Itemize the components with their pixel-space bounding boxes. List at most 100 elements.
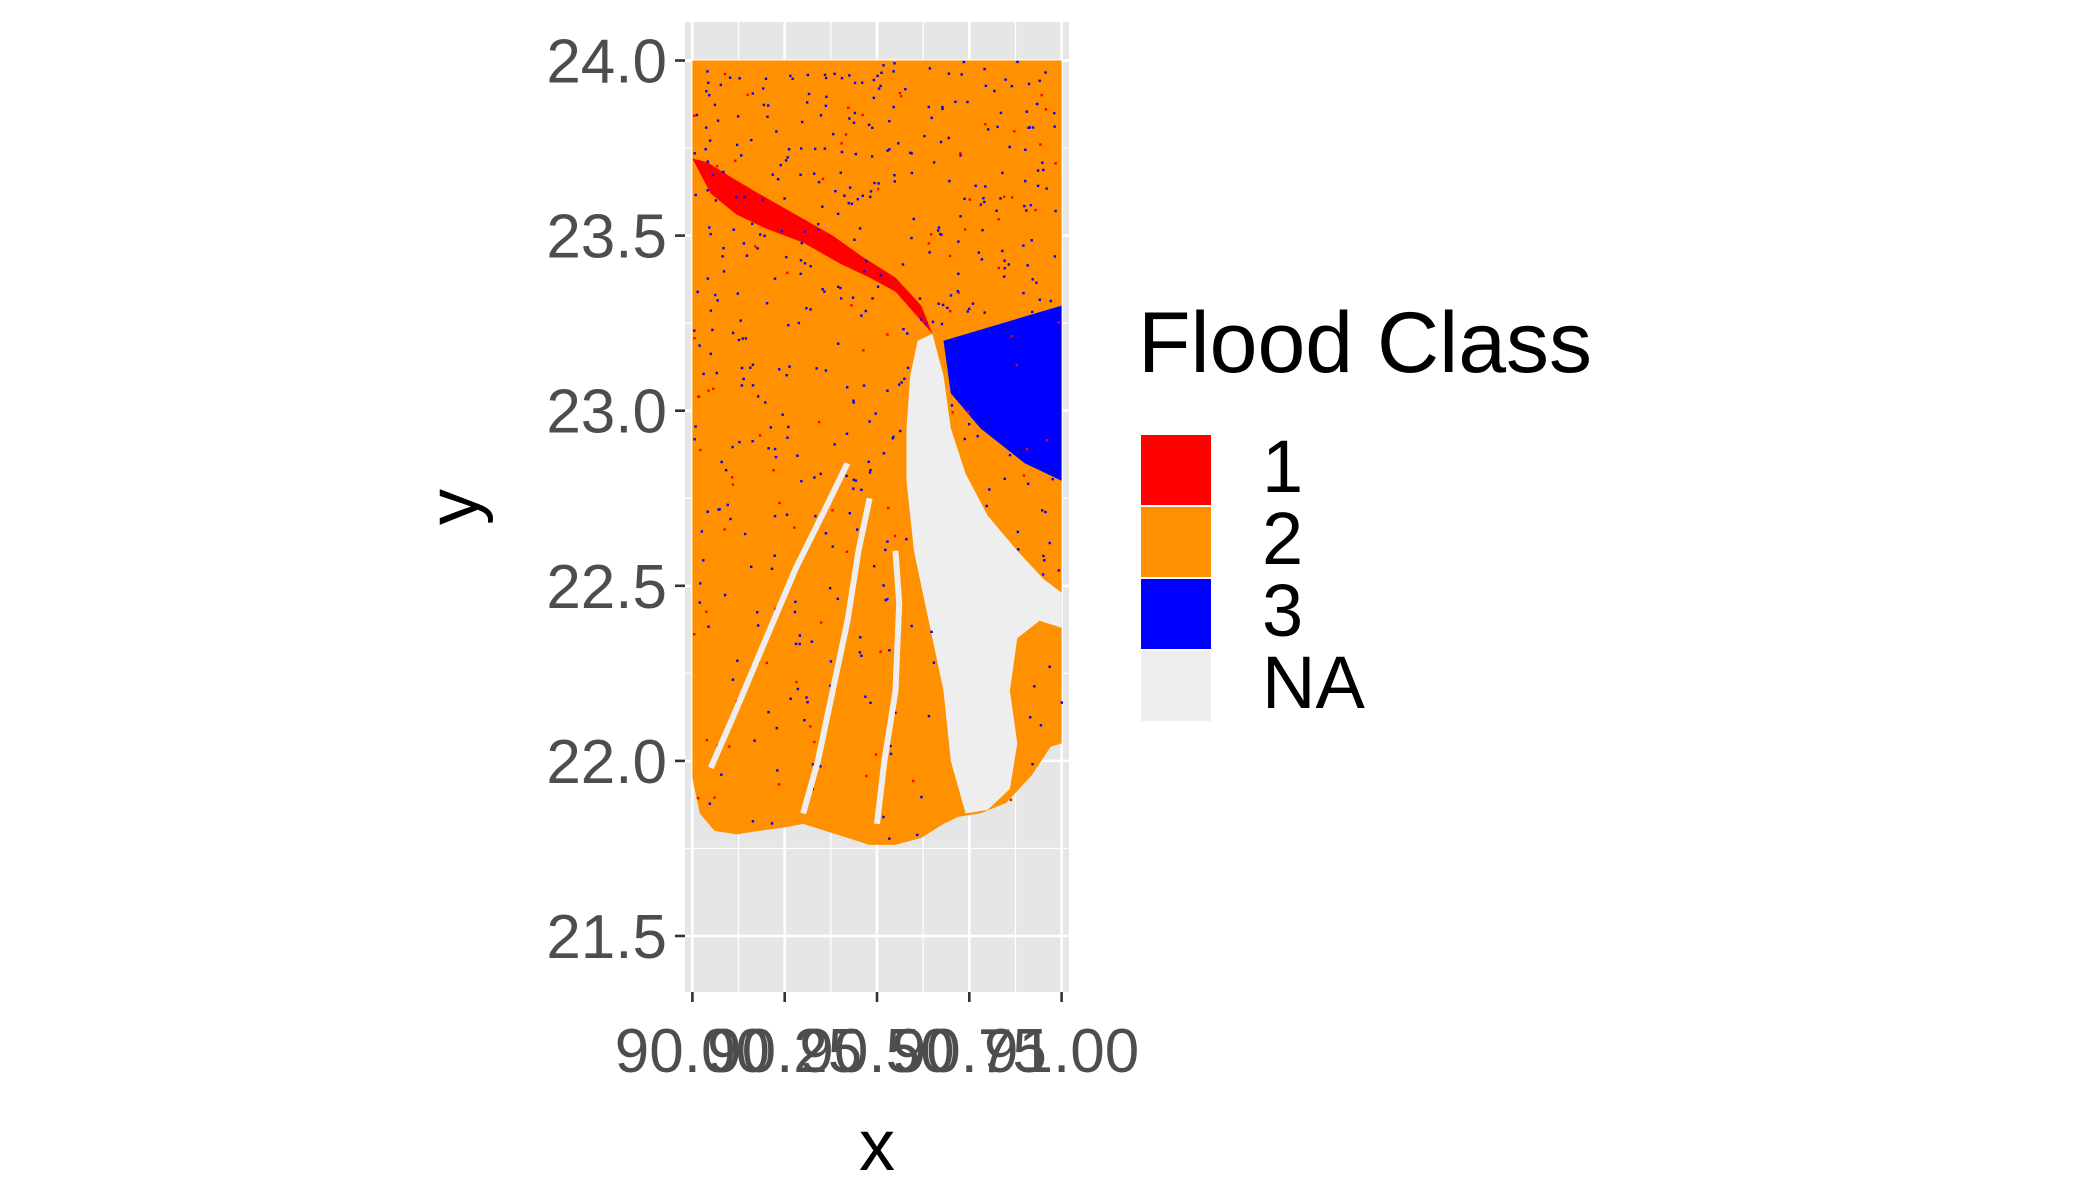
raster-cell [771, 822, 773, 824]
raster-cell [967, 411, 969, 413]
raster-cell [743, 242, 745, 244]
raster-cell [1023, 205, 1025, 207]
raster-cell [821, 206, 823, 208]
raster-cell [1057, 388, 1059, 390]
raster-cell [829, 587, 831, 589]
raster-cell [930, 631, 932, 633]
raster-cell [708, 94, 710, 96]
raster-cell [824, 74, 826, 76]
raster-cell [786, 437, 788, 439]
raster-cell [1015, 372, 1017, 374]
raster-cell [841, 151, 843, 153]
raster-cell [987, 128, 989, 130]
raster-cell [1045, 108, 1047, 110]
raster-cell [1016, 61, 1018, 63]
raster-cell [765, 78, 767, 80]
raster-cell [1043, 420, 1045, 422]
raster-cell [794, 601, 796, 603]
raster-cell [785, 256, 787, 258]
raster-cell [1054, 162, 1056, 164]
raster-cell [751, 440, 753, 442]
raster-cell [1029, 716, 1031, 718]
raster-cell [1058, 470, 1060, 472]
raster-cell [740, 154, 742, 156]
raster-cell [904, 88, 906, 90]
raster-cell [1027, 264, 1029, 266]
raster-cell [979, 359, 981, 361]
raster-cell [877, 286, 879, 288]
raster-cell [803, 719, 805, 721]
raster-cell [814, 148, 816, 150]
raster-cell [832, 545, 834, 547]
raster-cell [948, 73, 950, 75]
raster-cell [759, 434, 761, 436]
raster-cell [822, 178, 824, 180]
raster-cell [778, 368, 780, 370]
raster-cell [862, 349, 864, 351]
raster-cell [823, 290, 825, 292]
raster-cell [923, 135, 925, 137]
raster-cell [963, 61, 965, 63]
raster-cell [929, 67, 931, 69]
raster-cell [846, 386, 848, 388]
raster-cell [845, 133, 847, 135]
raster-cell [984, 428, 986, 430]
raster-cell [693, 633, 695, 635]
raster-cell [852, 297, 854, 299]
raster-cell [787, 426, 789, 428]
raster-cell [702, 373, 704, 375]
raster-cell [746, 94, 748, 96]
raster-cell [811, 641, 813, 643]
raster-cell [737, 115, 739, 117]
raster-cell [693, 115, 695, 117]
raster-cell [940, 141, 942, 143]
raster-cell [705, 611, 707, 613]
raster-cell [862, 195, 864, 197]
raster-cell [1039, 299, 1041, 301]
raster-cell [1003, 196, 1005, 198]
raster-cell [1001, 172, 1003, 174]
raster-cell [887, 507, 889, 509]
raster-cell [1046, 187, 1048, 189]
raster-cell [804, 230, 806, 232]
legend-label: 2 [1262, 497, 1303, 580]
raster-cell [892, 436, 894, 438]
flood-class-raster [692, 61, 1063, 845]
raster-cell [1024, 180, 1026, 182]
raster-cell [741, 367, 743, 369]
raster-cell [1050, 445, 1052, 447]
raster-cell [776, 727, 778, 729]
raster-cell [986, 505, 988, 507]
legend-swatch [1140, 578, 1212, 650]
raster-cell [722, 247, 724, 249]
raster-cell [877, 182, 879, 184]
raster-cell [840, 297, 842, 299]
raster-cell [698, 344, 700, 346]
raster-cell [848, 202, 850, 204]
raster-cell [919, 297, 921, 299]
raster-cell [902, 263, 904, 265]
raster-cell [946, 307, 948, 309]
raster-cell [875, 412, 877, 414]
raster-cell [928, 715, 930, 717]
raster-cell [787, 156, 789, 158]
raster-cell [774, 277, 776, 279]
raster-cell [756, 247, 758, 249]
raster-cell [869, 471, 871, 473]
raster-cell [735, 196, 737, 198]
raster-cell [830, 660, 832, 662]
raster-cell [1013, 130, 1015, 132]
raster-cell [1011, 85, 1013, 87]
raster-cell [716, 165, 718, 167]
raster-cell [783, 197, 785, 199]
raster-cell [1050, 300, 1052, 302]
raster-cell [957, 240, 959, 242]
raster-cell [1036, 103, 1038, 105]
raster-cell [709, 139, 711, 141]
raster-cell [744, 196, 746, 198]
raster-cell [855, 480, 857, 482]
raster-cell [1031, 763, 1033, 765]
raster-cell [849, 186, 851, 188]
legend-label: NA [1262, 641, 1365, 724]
raster-cell [906, 332, 908, 334]
